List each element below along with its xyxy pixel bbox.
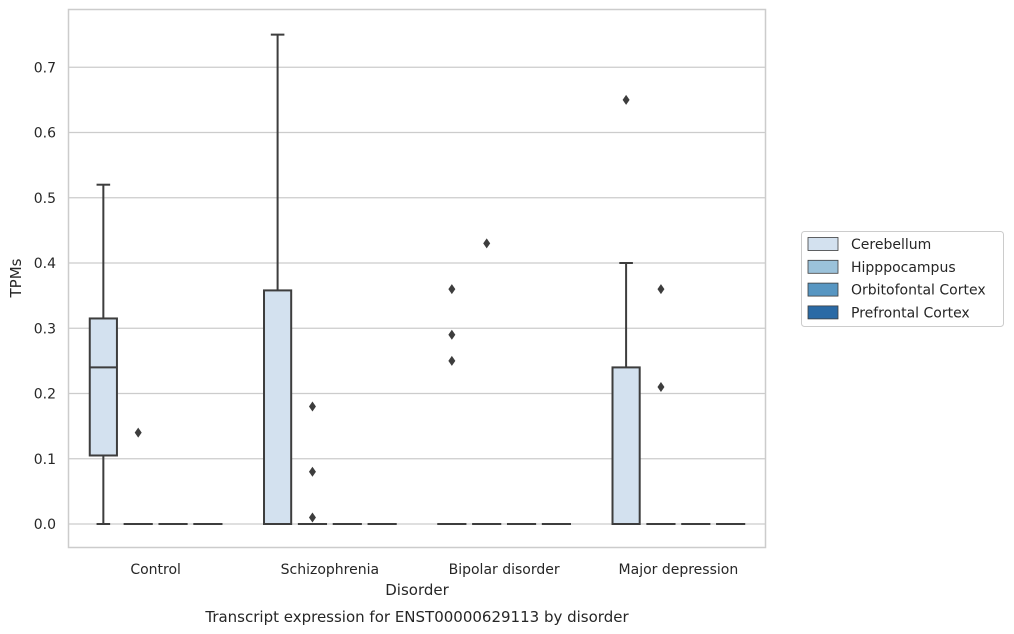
box-body [88,317,118,457]
y-tick-label: 0.0 [34,517,56,533]
outlier-point [308,401,316,412]
y-tick-label: 0.6 [34,126,56,142]
box-cerebellum [611,94,641,525]
outlier-point [448,284,456,295]
plot-frame [67,8,767,549]
outlier-point [622,94,630,105]
outlier-point [308,512,316,523]
legend-swatch [807,305,839,320]
outlier-point [448,355,456,366]
chart-caption: Transcript expression for ENST0000062911… [204,608,629,626]
box-hipppocampus [646,284,676,526]
box-cerebellum [437,284,467,526]
box-hipppocampus [297,401,328,526]
legend-frame [801,231,1004,327]
legend-swatch [807,237,839,251]
box-hipppocampus [472,238,502,526]
outlier-point [483,238,491,249]
outlier-point [657,381,665,392]
outlier-point [308,466,316,477]
outlier-point [448,329,456,340]
legend-label: Orbitofontal Cortex [851,283,986,299]
y-tick-label: 0.3 [34,321,56,337]
legend-label: Cerebellum [851,237,931,253]
legend-swatch [807,259,839,274]
legend-swatch [807,282,839,297]
box-body [263,289,293,525]
box-body [611,366,641,525]
box-cerebellum [263,33,293,525]
y-tick-label: 0.4 [34,256,56,272]
grid-lines [68,66,766,525]
legend: Cerebellum Hipppocampus Orbitofontal Corte… [801,231,1004,327]
y-axis-title: TPMs [7,258,25,298]
y-tick-label: 0.1 [34,452,56,468]
box-cerebellum [88,183,118,525]
legend-label: Prefrontal Cortex [851,305,970,321]
y-tick-label: 0.7 [34,60,56,76]
y-tick-labels: 0.0 0.1 0.2 0.3 0.4 0.5 0.6 0.7 [34,60,56,533]
outlier-point [134,427,142,438]
x-tick-label: Major depression [619,562,739,578]
legend-label: Hipppocampus [851,260,956,276]
x-tick-labels: Control Schizophrenia Bipolar disorder Majo… [130,562,738,578]
x-tick-label: Control [130,562,181,578]
y-tick-label: 0.5 [34,191,56,207]
x-axis-title: Disorder [385,581,449,599]
outlier-point [657,284,665,295]
y-tick-label: 0.2 [34,387,56,403]
x-tick-label: Bipolar disorder [449,562,560,578]
box-series [88,33,746,526]
box-hipppocampus [123,427,153,526]
x-tick-label: Schizophrenia [281,562,379,578]
